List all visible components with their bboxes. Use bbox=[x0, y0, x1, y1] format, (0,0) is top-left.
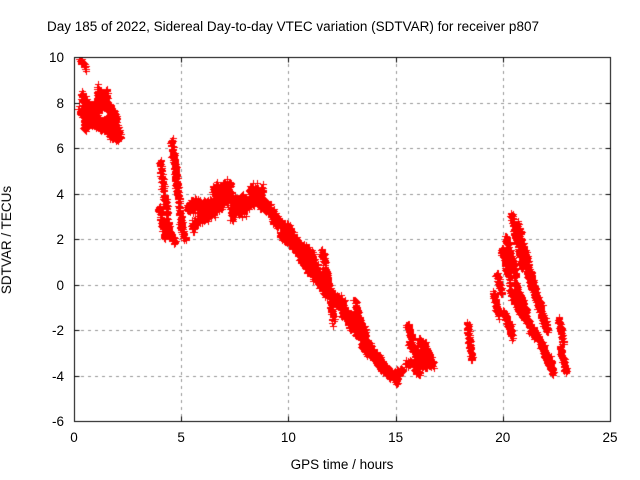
y-tick-label: 0 bbox=[56, 277, 64, 293]
y-tick-label: -6 bbox=[51, 414, 64, 429]
x-axis-title: GPS time / hours bbox=[290, 457, 394, 472]
y-tick-label: 6 bbox=[56, 141, 64, 156]
chart-title: Day 185 of 2022, Sidereal Day-to-day VTE… bbox=[47, 19, 539, 34]
y-tick-label: 10 bbox=[48, 50, 64, 65]
x-tick-label: 0 bbox=[70, 430, 78, 445]
y-tick-label: 4 bbox=[56, 186, 64, 202]
x-tick-label: 15 bbox=[388, 430, 404, 445]
x-tick-label: 25 bbox=[602, 430, 618, 445]
y-tick-label: 2 bbox=[56, 232, 64, 247]
y-tick-label: 8 bbox=[56, 95, 64, 111]
y-tick-label: -2 bbox=[51, 323, 64, 338]
x-tick-label: 5 bbox=[177, 430, 185, 445]
x-tick-label: 20 bbox=[495, 430, 511, 445]
x-tick-label: 10 bbox=[280, 430, 296, 445]
y-tick-label: -4 bbox=[51, 368, 64, 384]
